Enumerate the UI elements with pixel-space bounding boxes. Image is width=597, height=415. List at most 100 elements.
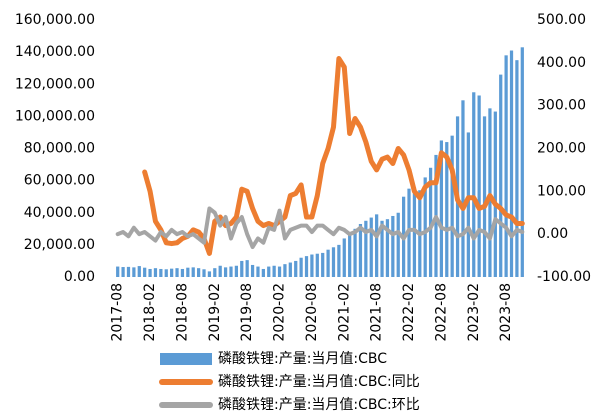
- bar: [267, 266, 271, 277]
- bar: [148, 268, 152, 277]
- bar: [191, 267, 195, 277]
- y2-tick-label: 400.00: [537, 55, 586, 71]
- bar: [358, 223, 363, 277]
- bar: [445, 142, 449, 277]
- x-tick-label: 2019-08: [239, 283, 255, 342]
- y-tick-label: 140,000.00: [15, 44, 95, 60]
- bar: [186, 267, 190, 277]
- line: [115, 206, 525, 250]
- legend-label: 磷酸铁锂:产量:当月值:CBC:同比: [218, 374, 420, 390]
- y-tick-label: 160,000.00: [15, 12, 95, 28]
- bar: [515, 60, 519, 277]
- x-tick-label: 2022-02: [401, 283, 417, 342]
- y-tick-label: 20,000.00: [24, 237, 95, 253]
- bar: [509, 50, 514, 277]
- bar: [499, 74, 503, 277]
- bar: [391, 215, 395, 277]
- bar: [180, 268, 185, 277]
- y-tick-label: 80,000.00: [24, 141, 95, 157]
- bar: [439, 140, 443, 277]
- x-tick-label: 2020-08: [304, 283, 320, 342]
- bar: [380, 220, 384, 277]
- bar: [342, 238, 346, 277]
- y2-tick-label: -100.00: [537, 269, 591, 285]
- bar: [261, 268, 265, 277]
- bar: [315, 253, 319, 277]
- bar: [137, 266, 141, 277]
- y2-tick-label: 200.00: [537, 141, 586, 157]
- bar: [428, 167, 433, 277]
- bar: [288, 262, 292, 277]
- bar: [272, 265, 276, 277]
- bar: [504, 55, 508, 278]
- bar: [164, 269, 168, 277]
- bar: [493, 111, 497, 278]
- x-tick-label: 2018-08: [174, 283, 190, 342]
- bar: [256, 266, 260, 277]
- bar: [223, 267, 228, 277]
- bar: [213, 268, 217, 277]
- x-tick-label: 2017-08: [110, 283, 126, 342]
- y2-tick-label: 100.00: [537, 183, 586, 199]
- bar: [250, 264, 255, 277]
- x-tick-label: 2022-08: [433, 283, 449, 342]
- bar: [283, 264, 287, 277]
- bar: [299, 257, 303, 277]
- bar: [423, 177, 427, 277]
- y-tick-label: 60,000.00: [24, 173, 95, 189]
- bar: [218, 265, 222, 277]
- bar: [461, 100, 465, 277]
- bar: [331, 247, 336, 277]
- bar: [396, 212, 400, 277]
- bar: [321, 252, 325, 277]
- y2-tick-label: 0.00: [537, 226, 568, 242]
- bar: [472, 92, 476, 277]
- bar: [385, 219, 390, 277]
- x-tick-label: 2019-02: [207, 283, 223, 342]
- x-tick-label: 2018-02: [142, 283, 158, 342]
- bar: [304, 256, 309, 277]
- x-tick-label: 2020-02: [272, 283, 288, 342]
- bar: [369, 217, 373, 277]
- bar: [477, 95, 481, 278]
- y-tick-label: 0.00: [64, 269, 95, 285]
- bar: [337, 244, 341, 277]
- bar: [234, 265, 238, 277]
- bar: [488, 108, 492, 277]
- bar: [326, 249, 330, 277]
- bar: [197, 268, 201, 277]
- bar: [240, 260, 244, 277]
- y-tick-label: 40,000.00: [24, 205, 95, 221]
- bar: [245, 260, 249, 277]
- bar: [466, 132, 470, 277]
- bar: [348, 232, 352, 277]
- bar: [116, 266, 120, 277]
- x-tick-label: 2021-08: [369, 283, 385, 342]
- x-tick-label: 2021-02: [336, 283, 352, 342]
- bar: [520, 47, 524, 278]
- bar: [482, 116, 487, 277]
- bar: [364, 220, 368, 277]
- bar: [202, 269, 206, 277]
- x-tick-label: 2023-02: [466, 283, 482, 342]
- bar: [229, 266, 233, 277]
- bar: [126, 266, 131, 277]
- bar: [207, 271, 212, 277]
- bar: [132, 267, 136, 277]
- legend-label: 磷酸铁锂:产量:当月值:CBC: [218, 351, 387, 367]
- bar: [310, 254, 314, 277]
- y2-tick-label: 300.00: [537, 98, 586, 114]
- line: [142, 56, 525, 256]
- bar: [294, 260, 298, 277]
- bar: [159, 268, 163, 277]
- bar: [153, 268, 158, 277]
- bar: [121, 267, 125, 277]
- bar: [143, 267, 147, 277]
- y-tick-label: 100,000.00: [15, 108, 95, 124]
- y-tick-label: 120,000.00: [15, 76, 95, 92]
- bar: [277, 266, 282, 277]
- bar: [375, 214, 379, 277]
- legend-swatch: [160, 353, 212, 365]
- bar: [450, 135, 454, 277]
